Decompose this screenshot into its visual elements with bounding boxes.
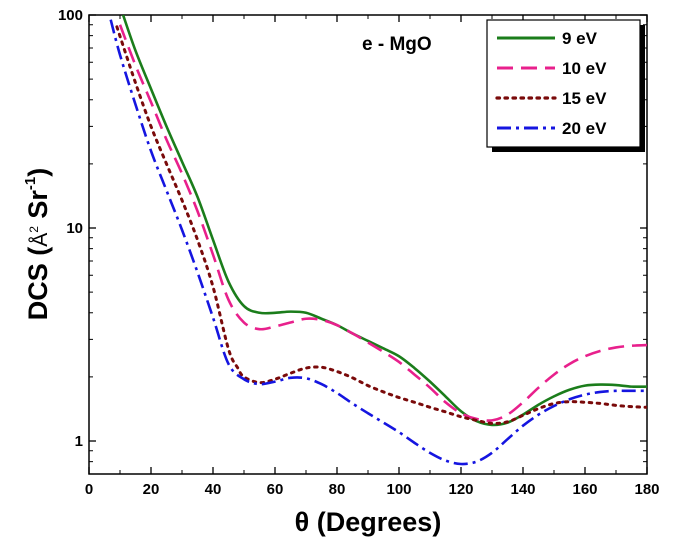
x-tick-label: 180 (634, 481, 659, 498)
y-axis-ticks: 1 10 100 (58, 7, 647, 475)
legend-label: 10 eV (562, 59, 607, 78)
legend-box (486, 19, 641, 148)
legend-label: 20 eV (562, 119, 607, 138)
x-tick-label: 120 (448, 481, 473, 498)
series-line-15-ev (115, 25, 647, 425)
legend-label: 15 eV (562, 89, 607, 108)
x-tick-label: 160 (572, 481, 597, 498)
x-tick-label: 20 (143, 481, 160, 498)
x-tick-label: 80 (329, 481, 346, 498)
y-axis-title-suffix: ) (23, 168, 53, 177)
y-tick-label: 1 (75, 433, 83, 450)
legend: 9 eV 10 eV 15 eV 20 eV (486, 19, 645, 152)
series-line-9-ev (121, 15, 647, 427)
y-axis-title: DCS (Å2 Sr-1) (22, 168, 53, 321)
series-lines (109, 15, 647, 466)
x-tick-label: 60 (267, 481, 284, 498)
series-line-20-ev (109, 19, 647, 466)
y-axis-title-unit-a: Å (29, 233, 52, 247)
x-axis-title: θ (Degrees) (295, 507, 442, 537)
x-tick-label: 100 (386, 481, 411, 498)
y-axis-title-unit-a-exp: 2 (27, 226, 41, 233)
y-axis-title-unit-b: Sr (23, 190, 53, 227)
y-axis-title-prefix: DCS ( (23, 247, 53, 321)
legend-label: 9 eV (562, 29, 598, 48)
y-tick-label: 10 (66, 220, 83, 237)
x-tick-label: 40 (205, 481, 222, 498)
chart-annotation: e - MgO (362, 34, 432, 55)
y-axis-title-unit-b-exp: -1 (22, 177, 39, 190)
x-tick-label: 0 (85, 481, 93, 498)
y-tick-label: 100 (58, 7, 83, 24)
x-axis-ticks: 0 20 40 60 80 100 120 140 160 180 (85, 15, 660, 498)
x-tick-label: 140 (510, 481, 535, 498)
